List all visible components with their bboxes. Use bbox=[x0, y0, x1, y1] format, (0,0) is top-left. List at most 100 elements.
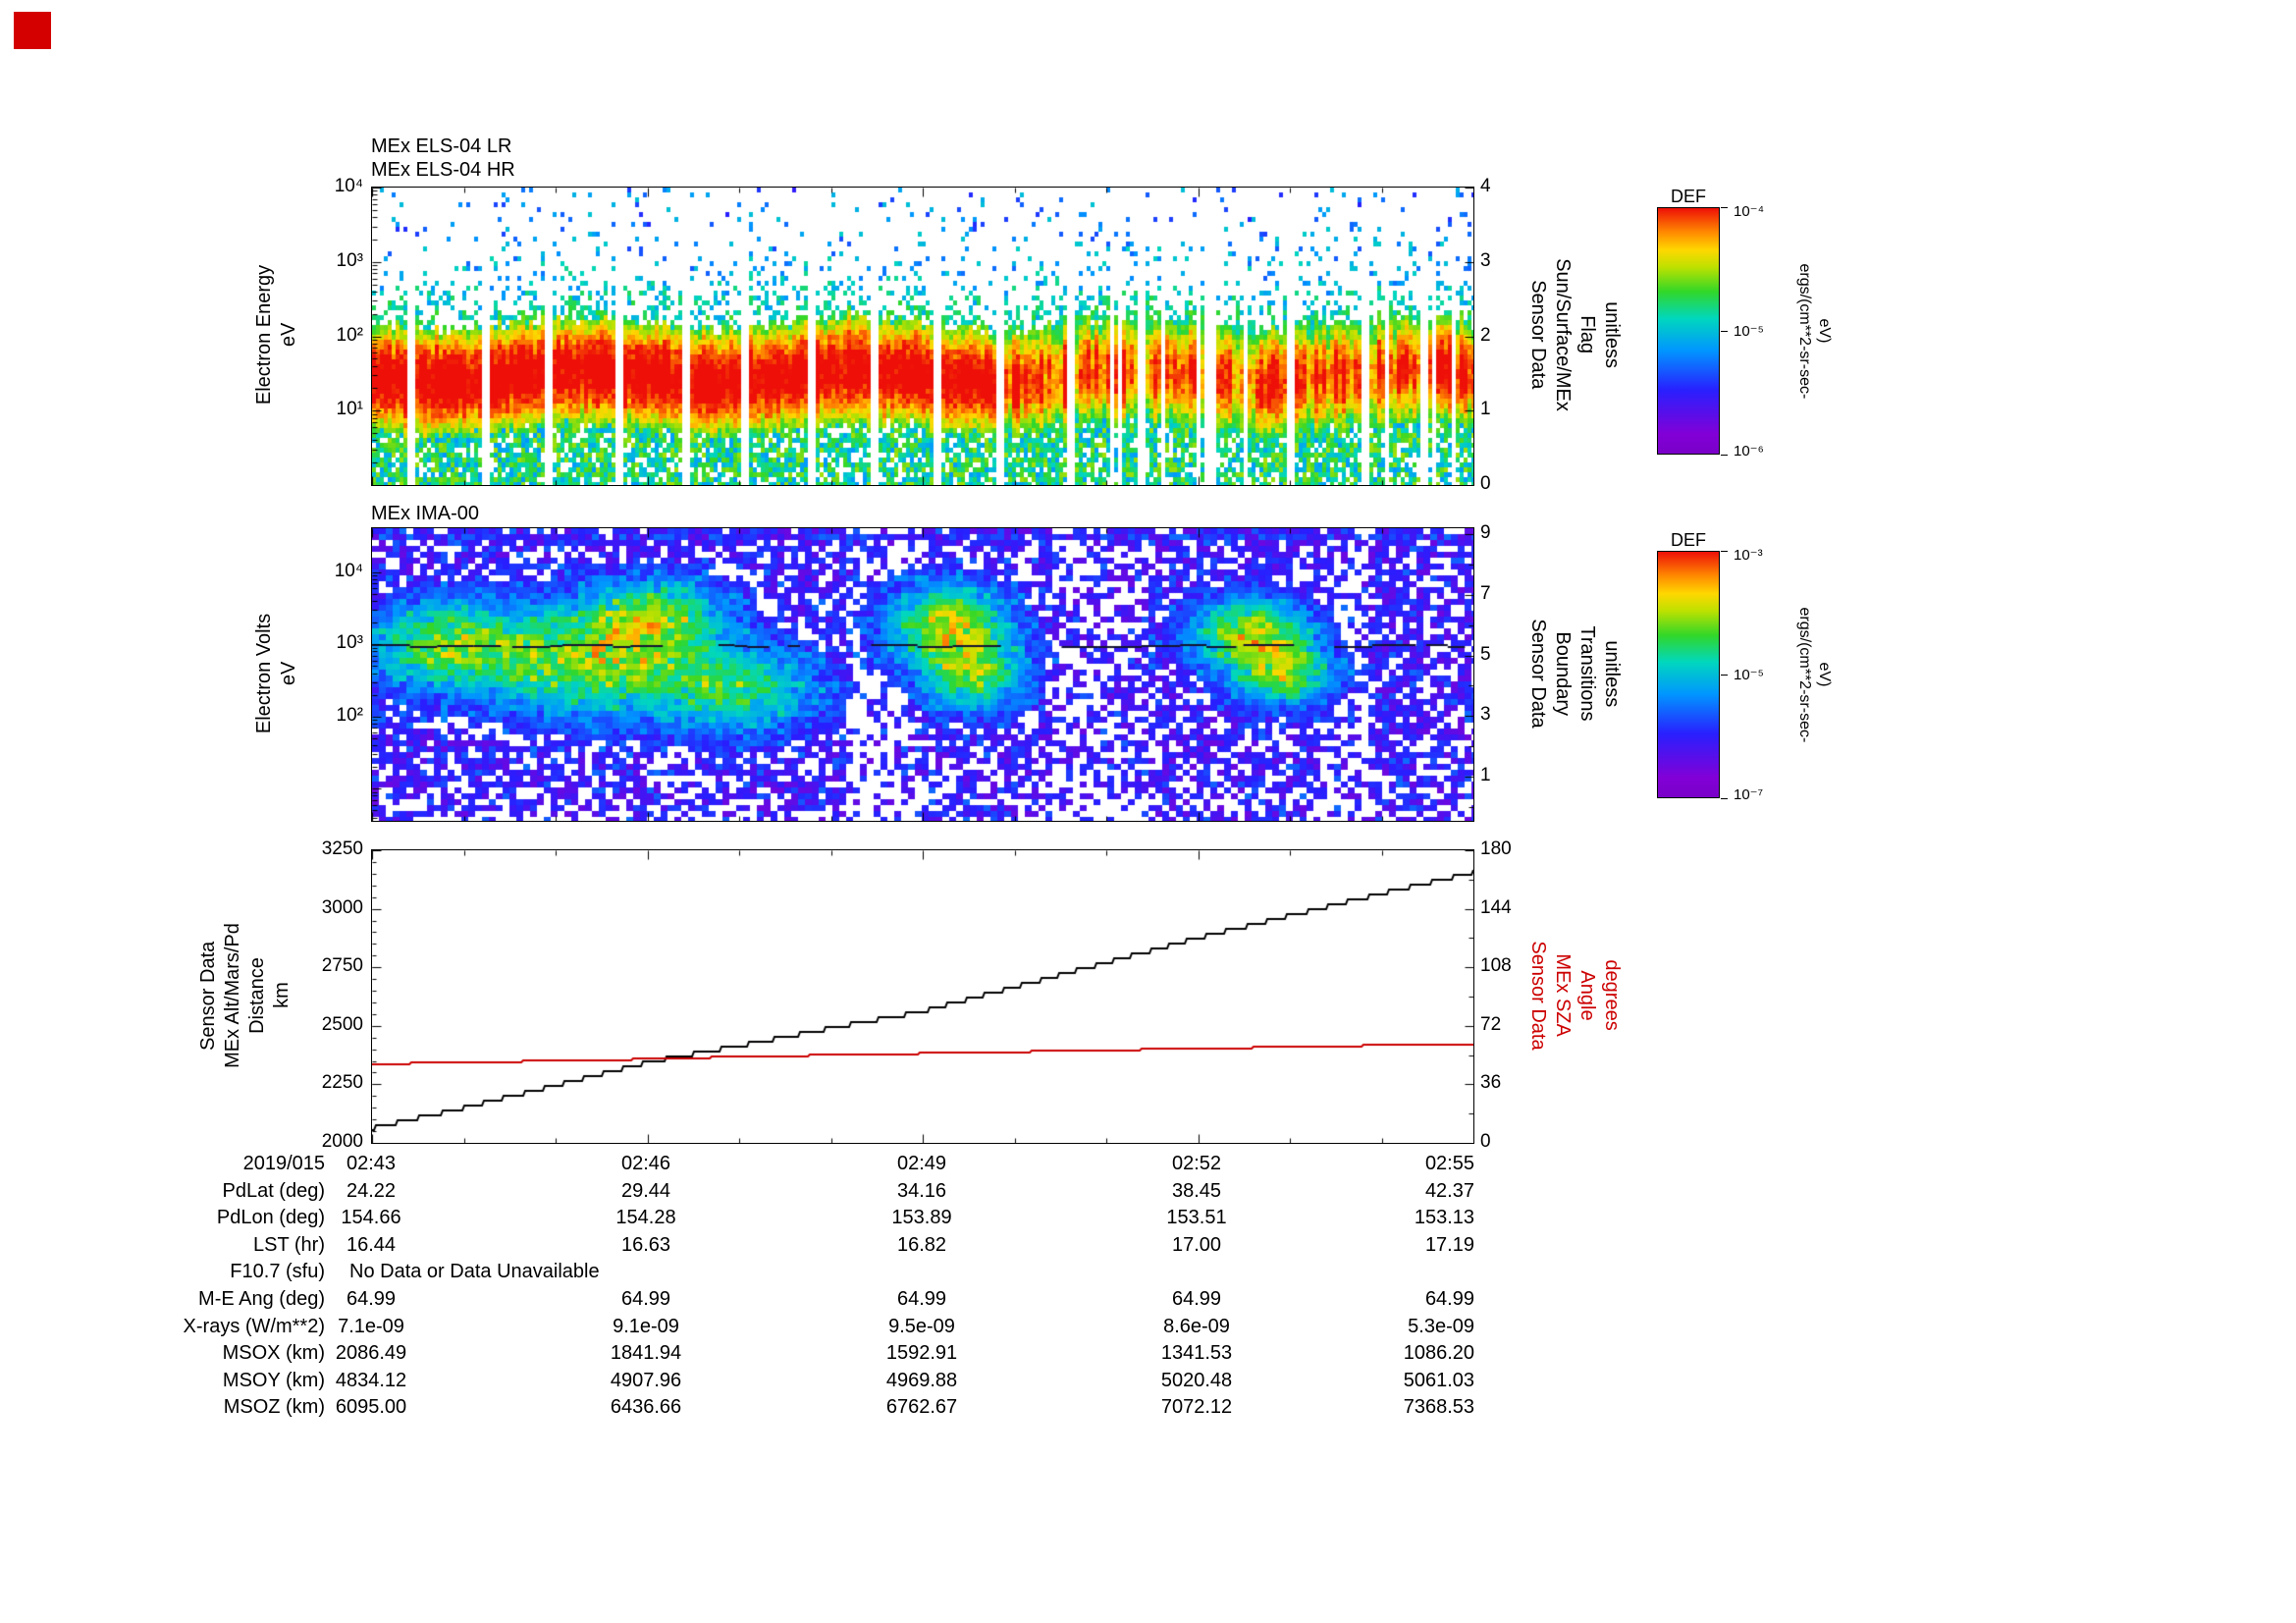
table-cell: 7368.53 bbox=[1403, 1396, 1474, 1419]
row-label: F10.7 (sfu) bbox=[230, 1261, 325, 1283]
els-ytick: 10¹ bbox=[336, 399, 363, 419]
table-cell: 4834.12 bbox=[335, 1369, 407, 1391]
table-cell: 17.19 bbox=[1424, 1233, 1474, 1256]
ima-rtick: 9 bbox=[1480, 522, 1491, 543]
ima-right-axis-label: Sensor Data Boundary Transitions unitles… bbox=[1527, 619, 1623, 729]
row-label: MSOZ (km) bbox=[223, 1396, 325, 1419]
colorbar-title: DEF bbox=[1671, 530, 1706, 550]
table-cell: 16.63 bbox=[620, 1233, 671, 1256]
x-axis-time-label: 02:55 bbox=[1424, 1153, 1474, 1174]
table-cell: 1341.53 bbox=[1160, 1342, 1233, 1365]
table-row-time: 2019/015 02:43 02:46 02:49 02:52 02:55 bbox=[0, 1151, 2296, 1178]
colorbar-tick-mark bbox=[1721, 207, 1728, 208]
table-row: LST (hr) 16.44 16.63 16.82 17.00 17.19 bbox=[0, 1232, 2296, 1260]
alt-rtick: 180 bbox=[1480, 839, 1512, 859]
table-cell: 1086.20 bbox=[1403, 1342, 1474, 1365]
sza-right-axis-label: Sensor Data MEx SZA Angle degrees bbox=[1527, 941, 1623, 1051]
els-rtick: 3 bbox=[1480, 250, 1491, 271]
table-cell: 8.6e-09 bbox=[1163, 1315, 1230, 1337]
table-cell: 16.44 bbox=[346, 1233, 397, 1256]
x-axis-time-label: 02:43 bbox=[346, 1153, 397, 1174]
els-y-axis-label: Electron Energy eV bbox=[253, 264, 299, 406]
colorbar-tick-mark bbox=[1721, 675, 1728, 676]
colorbar-title: DEF bbox=[1671, 187, 1706, 206]
colorbar-tick-mark bbox=[1721, 455, 1728, 456]
table-cell: 5020.48 bbox=[1160, 1369, 1233, 1391]
alt-ytick: 2500 bbox=[321, 1014, 363, 1035]
table-cell: 7072.12 bbox=[1160, 1396, 1233, 1419]
table-cell: 153.13 bbox=[1414, 1207, 1474, 1229]
alt-ytick: 3250 bbox=[321, 839, 363, 859]
row-label: LST (hr) bbox=[253, 1233, 325, 1256]
alt-y-axis-label: Sensor Data MEx Alt/Mars/Pd Distance km bbox=[197, 923, 293, 1068]
ima-ytick: 10² bbox=[336, 705, 363, 726]
table-cell: 42.37 bbox=[1424, 1179, 1474, 1202]
table-cell: 9.5e-09 bbox=[888, 1315, 955, 1337]
table-cell: 64.99 bbox=[620, 1287, 671, 1310]
ima-spectrogram bbox=[371, 527, 1474, 822]
colorbar-tick-label: 10⁻⁷ bbox=[1734, 786, 1764, 803]
table-cell: 29.44 bbox=[620, 1179, 671, 1202]
table-cell: 1841.94 bbox=[610, 1342, 682, 1365]
ima-y-axis-label: Electron Volts eV bbox=[253, 613, 299, 734]
els-title-hr: MEx ELS-04 HR bbox=[371, 159, 515, 181]
alt-ytick: 2250 bbox=[321, 1072, 363, 1093]
red-corner-marker bbox=[14, 12, 51, 49]
els-ytick: 10⁴ bbox=[334, 176, 363, 196]
x-axis-time-label: 02:52 bbox=[1171, 1153, 1222, 1174]
ima-rtick: 5 bbox=[1480, 644, 1491, 665]
colorbar-units-label: ergs/(cm**2-sr-sec-eV) bbox=[1796, 263, 1833, 399]
colorbar-tick-label: 10⁻⁵ bbox=[1734, 667, 1764, 683]
row-label: PdLat (deg) bbox=[222, 1179, 325, 1202]
table-cell: 6095.00 bbox=[335, 1396, 407, 1419]
table-row: MSOZ (km) 6095.00 6436.66 6762.67 7072.1… bbox=[0, 1394, 2296, 1422]
ima-ytick: 10⁴ bbox=[334, 561, 363, 581]
alt-rtick: 36 bbox=[1480, 1072, 1502, 1093]
colorbar-tick-label: 10⁻⁶ bbox=[1734, 443, 1764, 460]
row-label: MSOY (km) bbox=[222, 1369, 325, 1391]
els-colorbar: DEF 10⁻⁴ 10⁻⁵ 10⁻⁶ ergs/(cm**2-sr-sec-eV… bbox=[1657, 187, 1883, 481]
alt-ytick: 2750 bbox=[321, 955, 363, 976]
ima-rtick: 1 bbox=[1480, 765, 1491, 785]
alt-ytick: 2000 bbox=[321, 1131, 363, 1152]
row-label: 2019/015 bbox=[242, 1153, 325, 1174]
els-title-lr: MEx ELS-04 LR bbox=[371, 135, 512, 157]
table-cell: 4969.88 bbox=[885, 1369, 958, 1391]
els-rtick: 1 bbox=[1480, 399, 1491, 419]
table-cell: 154.28 bbox=[615, 1207, 676, 1229]
table-row-no-data: F10.7 (sfu) No Data or Data Unavailable bbox=[0, 1259, 2296, 1286]
table-cell: 153.51 bbox=[1166, 1207, 1227, 1229]
els-ytick: 10³ bbox=[336, 250, 363, 271]
table-cell: 154.66 bbox=[341, 1207, 401, 1229]
table-cell: 5.3e-09 bbox=[1408, 1315, 1474, 1337]
els-spectrogram bbox=[371, 187, 1474, 486]
table-cell: 64.99 bbox=[1424, 1287, 1474, 1310]
row-label: M-E Ang (deg) bbox=[198, 1287, 325, 1310]
table-cell: 9.1e-09 bbox=[613, 1315, 679, 1337]
table-cell: 64.99 bbox=[346, 1287, 397, 1310]
table-cell: 64.99 bbox=[896, 1287, 947, 1310]
els-right-axis-label: Sensor Data Sun/Surface/MEx Flag unitles… bbox=[1527, 258, 1623, 411]
colorbar-gradient bbox=[1657, 207, 1720, 455]
els-rtick: 4 bbox=[1480, 176, 1491, 196]
alt-ytick: 3000 bbox=[321, 897, 363, 918]
colorbar-tick-label: 10⁻³ bbox=[1734, 547, 1763, 564]
ima-rtick: 3 bbox=[1480, 704, 1491, 725]
table-row: M-E Ang (deg) 64.99 64.99 64.99 64.99 64… bbox=[0, 1286, 2296, 1314]
table-row: MSOY (km) 4834.12 4907.96 4969.88 5020.4… bbox=[0, 1368, 2296, 1395]
row-label: PdLon (deg) bbox=[216, 1207, 325, 1229]
table-cell: 38.45 bbox=[1171, 1179, 1222, 1202]
table-cell: 4907.96 bbox=[610, 1369, 682, 1391]
table-cell: 64.99 bbox=[1171, 1287, 1222, 1310]
alt-rtick: 0 bbox=[1480, 1131, 1491, 1152]
els-rtick: 2 bbox=[1480, 325, 1491, 346]
ima-title: MEx IMA-00 bbox=[371, 503, 480, 524]
row-label: X-rays (W/m**2) bbox=[183, 1315, 325, 1337]
colorbar-tick-label: 10⁻⁵ bbox=[1734, 323, 1764, 340]
colorbar-units-label: ergs/(cm**2-sr-sec-eV) bbox=[1796, 607, 1833, 742]
colorbar-tick-mark bbox=[1721, 331, 1728, 332]
x-axis-time-label: 02:49 bbox=[896, 1153, 947, 1174]
row-label: MSOX (km) bbox=[222, 1342, 325, 1365]
altitude-sza-line-chart bbox=[371, 849, 1474, 1144]
ephemeris-table: 2019/015 02:43 02:46 02:49 02:52 02:55 P… bbox=[0, 1151, 2296, 1422]
